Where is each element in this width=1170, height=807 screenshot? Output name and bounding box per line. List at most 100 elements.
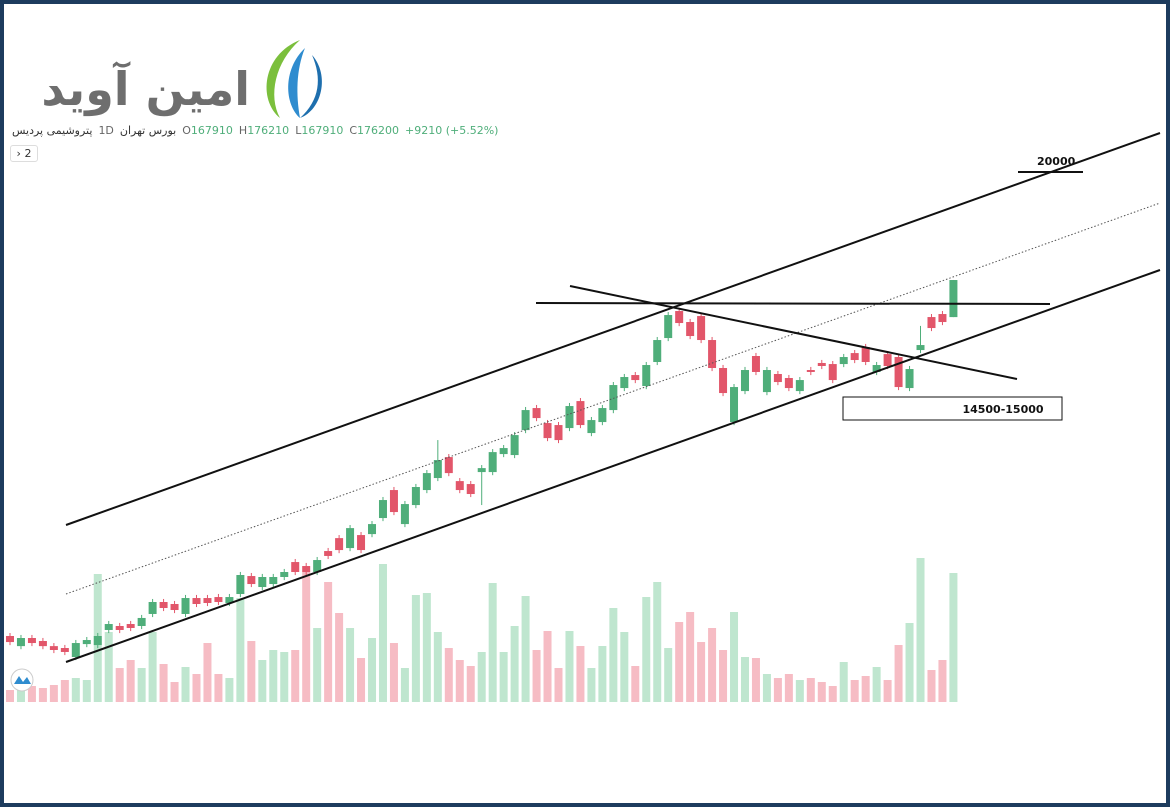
candle-body xyxy=(762,370,771,393)
ohlc-key: H xyxy=(238,124,248,137)
annotation-box xyxy=(842,396,1063,421)
candle-body xyxy=(598,408,607,423)
volume-bar xyxy=(477,652,486,702)
trend-line xyxy=(65,202,1161,595)
ohlc-value: 176200 xyxy=(357,124,400,137)
candle-body xyxy=(335,538,344,551)
volume-bar xyxy=(368,638,377,702)
volume-bar xyxy=(313,628,322,702)
volume-bar xyxy=(806,678,815,702)
trend-line xyxy=(65,132,1161,526)
candle-body xyxy=(916,345,925,351)
volume-bar xyxy=(719,650,728,702)
candle-body xyxy=(225,597,234,604)
candle-body xyxy=(82,640,91,645)
candle-body xyxy=(697,316,706,341)
ohlc-value: 176210 xyxy=(247,124,290,137)
volume-bar xyxy=(324,582,333,702)
candle-body xyxy=(192,598,201,604)
candle-body xyxy=(499,448,508,455)
volume-bar xyxy=(16,685,25,702)
volume-bar xyxy=(872,667,881,702)
candle-body xyxy=(784,378,793,389)
candle-body xyxy=(773,374,782,383)
volume-bar xyxy=(686,612,695,702)
volume-bar xyxy=(214,674,223,702)
volume-bar xyxy=(170,682,179,702)
volume-bar xyxy=(521,596,530,702)
candle-body xyxy=(477,468,486,473)
interval[interactable]: 1D xyxy=(98,124,114,137)
volume-bar xyxy=(411,595,420,702)
candle-body xyxy=(587,420,596,434)
ohlc-key: O xyxy=(182,124,191,137)
candle-body xyxy=(258,577,267,588)
candle-body xyxy=(357,535,366,551)
candle-body xyxy=(411,487,420,506)
candle-body xyxy=(642,365,651,387)
annotation-text: 14500-15000 xyxy=(962,403,1043,416)
volume-bar xyxy=(49,685,58,702)
volume-bar xyxy=(675,622,684,702)
volume-bar xyxy=(773,678,782,702)
volume-bar xyxy=(444,648,453,702)
candle-body xyxy=(455,481,464,491)
indicators-toggle[interactable]: › 2 xyxy=(10,145,38,162)
candle-body xyxy=(6,635,14,643)
volume-bar xyxy=(433,632,442,702)
candle-body xyxy=(938,314,947,323)
horizontal-line xyxy=(535,302,1051,305)
candle-body xyxy=(686,322,695,337)
candle-body xyxy=(433,460,442,479)
volume-bar xyxy=(708,628,717,702)
volume-bar xyxy=(357,658,366,702)
candle-body xyxy=(16,638,25,647)
ohlc-item: H176210 xyxy=(239,124,289,137)
volume-bar xyxy=(762,674,771,702)
chart-logo[interactable] xyxy=(10,668,34,692)
volume-bar xyxy=(269,650,278,702)
candle-body xyxy=(675,311,684,324)
volume-bar xyxy=(795,680,804,702)
symbol[interactable]: پتروشیمی پردیس xyxy=(12,124,93,137)
volume-bar xyxy=(894,645,903,702)
candle-body xyxy=(346,528,355,549)
volume-bar xyxy=(642,597,651,702)
candle-body xyxy=(71,643,80,658)
drawings xyxy=(65,132,1161,663)
candle-body xyxy=(905,369,914,389)
volume-bar xyxy=(554,668,563,702)
volume-bar xyxy=(400,668,409,702)
volume-bar xyxy=(543,631,552,702)
candle-body xyxy=(324,551,333,556)
annotation-text: 20000 xyxy=(1037,155,1076,168)
volume-bar xyxy=(6,690,14,702)
volume-bar xyxy=(137,668,146,702)
volume-bar xyxy=(126,660,135,702)
volume-bar xyxy=(817,682,826,702)
volume-bar xyxy=(159,664,168,702)
candle-body xyxy=(949,280,958,318)
candle-body xyxy=(521,410,530,431)
candle-body xyxy=(60,648,69,652)
volume-bar xyxy=(38,688,47,702)
volume-bar xyxy=(697,642,706,702)
candle-body xyxy=(400,504,409,525)
candle-body xyxy=(543,423,552,439)
volume-bar xyxy=(751,658,760,702)
plot-area xyxy=(6,279,958,702)
candle-body xyxy=(302,566,311,573)
logo-icon xyxy=(266,40,322,118)
volume-bar xyxy=(883,680,892,702)
candle-body xyxy=(609,385,618,411)
candle-body xyxy=(740,370,749,392)
candle-body xyxy=(828,364,837,381)
volume-bar xyxy=(861,676,870,702)
candle-body xyxy=(422,473,431,491)
volume-bar xyxy=(236,598,245,702)
volume-bar xyxy=(27,686,36,702)
candle-body xyxy=(631,375,640,381)
candle-body xyxy=(554,425,563,441)
